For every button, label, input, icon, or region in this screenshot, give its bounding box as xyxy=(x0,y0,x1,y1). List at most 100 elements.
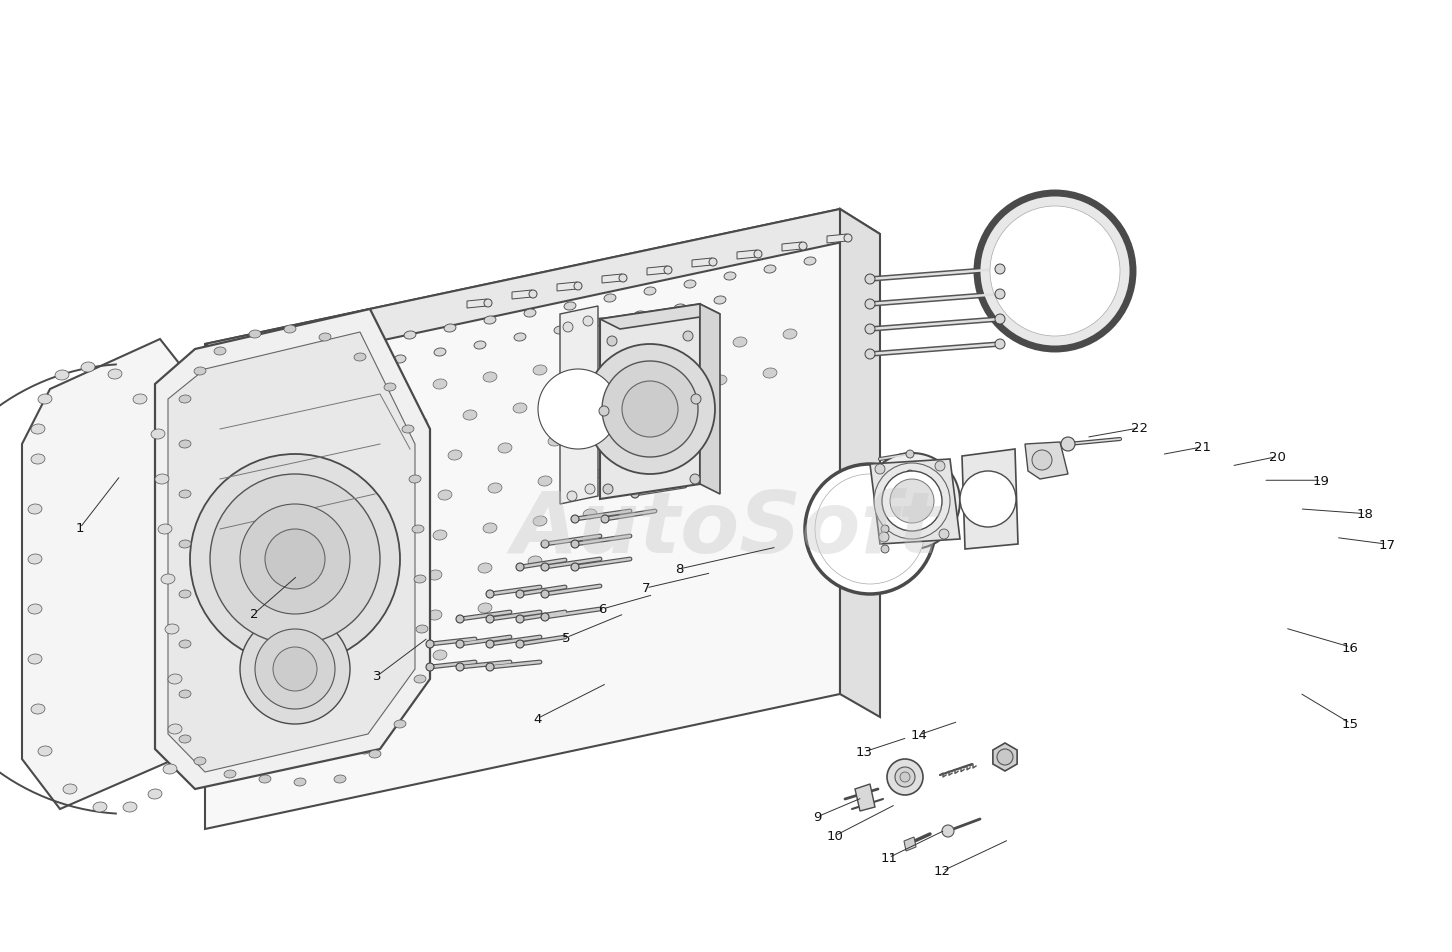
Ellipse shape xyxy=(484,372,497,383)
Circle shape xyxy=(515,615,524,624)
Ellipse shape xyxy=(498,444,513,453)
Ellipse shape xyxy=(439,490,452,501)
Circle shape xyxy=(881,471,942,531)
Circle shape xyxy=(529,290,537,299)
Polygon shape xyxy=(1025,443,1069,480)
Ellipse shape xyxy=(478,604,492,613)
Polygon shape xyxy=(560,307,598,505)
Ellipse shape xyxy=(393,356,407,364)
Ellipse shape xyxy=(633,351,648,362)
Circle shape xyxy=(211,474,380,645)
Ellipse shape xyxy=(733,338,746,347)
Circle shape xyxy=(515,564,524,571)
Ellipse shape xyxy=(30,425,45,434)
Text: 13: 13 xyxy=(855,745,873,759)
Ellipse shape xyxy=(343,704,357,714)
Circle shape xyxy=(273,647,317,691)
Ellipse shape xyxy=(378,577,392,587)
Polygon shape xyxy=(168,332,415,772)
Text: 17: 17 xyxy=(1378,538,1395,551)
Ellipse shape xyxy=(414,575,425,584)
Circle shape xyxy=(878,532,889,543)
Circle shape xyxy=(601,490,608,499)
Ellipse shape xyxy=(168,674,182,684)
Ellipse shape xyxy=(645,288,656,296)
Ellipse shape xyxy=(533,366,547,376)
Ellipse shape xyxy=(434,348,446,357)
Circle shape xyxy=(486,590,494,599)
Ellipse shape xyxy=(81,363,94,372)
Ellipse shape xyxy=(328,585,343,594)
Ellipse shape xyxy=(402,426,414,433)
Ellipse shape xyxy=(533,516,547,526)
Circle shape xyxy=(990,207,1119,337)
Polygon shape xyxy=(600,305,700,500)
Ellipse shape xyxy=(38,394,52,405)
Polygon shape xyxy=(841,209,880,717)
Circle shape xyxy=(906,450,913,459)
Circle shape xyxy=(881,545,889,553)
Ellipse shape xyxy=(383,657,396,667)
Ellipse shape xyxy=(148,789,163,799)
Circle shape xyxy=(865,349,876,360)
Ellipse shape xyxy=(195,757,206,765)
Ellipse shape xyxy=(547,437,562,446)
Circle shape xyxy=(566,491,576,502)
Ellipse shape xyxy=(28,505,42,514)
Circle shape xyxy=(603,485,613,494)
Ellipse shape xyxy=(388,498,402,507)
Circle shape xyxy=(425,664,434,671)
Ellipse shape xyxy=(378,617,392,627)
Ellipse shape xyxy=(598,429,611,440)
Circle shape xyxy=(864,453,960,549)
Circle shape xyxy=(876,465,886,474)
Ellipse shape xyxy=(348,465,362,474)
Text: 15: 15 xyxy=(1342,717,1359,730)
Text: 3: 3 xyxy=(373,669,382,683)
Circle shape xyxy=(486,664,494,671)
Ellipse shape xyxy=(463,410,476,421)
Circle shape xyxy=(995,340,1005,349)
Polygon shape xyxy=(828,235,847,244)
Circle shape xyxy=(542,590,549,599)
Ellipse shape xyxy=(713,375,727,386)
Circle shape xyxy=(709,259,717,267)
Ellipse shape xyxy=(334,775,346,783)
Text: 19: 19 xyxy=(1313,474,1330,487)
Circle shape xyxy=(754,250,762,259)
Circle shape xyxy=(542,564,549,571)
Polygon shape xyxy=(993,744,1016,771)
Ellipse shape xyxy=(158,525,171,534)
Circle shape xyxy=(690,474,700,485)
Polygon shape xyxy=(905,837,916,851)
Ellipse shape xyxy=(783,329,797,340)
Ellipse shape xyxy=(333,545,347,554)
Circle shape xyxy=(656,441,664,448)
Ellipse shape xyxy=(30,454,45,465)
Circle shape xyxy=(942,825,954,837)
Ellipse shape xyxy=(588,469,603,480)
Ellipse shape xyxy=(359,744,372,754)
Circle shape xyxy=(585,345,714,474)
Ellipse shape xyxy=(764,368,777,379)
Ellipse shape xyxy=(179,396,192,404)
Ellipse shape xyxy=(324,347,335,355)
Ellipse shape xyxy=(412,418,427,427)
Ellipse shape xyxy=(354,364,366,371)
Ellipse shape xyxy=(433,650,447,661)
Ellipse shape xyxy=(383,537,396,547)
Text: 21: 21 xyxy=(1194,441,1211,454)
Ellipse shape xyxy=(412,526,424,533)
Text: AutoSoft: AutoSoft xyxy=(513,488,939,571)
Ellipse shape xyxy=(161,574,176,585)
Circle shape xyxy=(240,614,350,724)
Circle shape xyxy=(906,470,913,479)
Ellipse shape xyxy=(333,664,347,674)
Ellipse shape xyxy=(179,690,192,698)
Circle shape xyxy=(240,505,350,614)
Text: 8: 8 xyxy=(675,563,684,576)
Ellipse shape xyxy=(55,370,70,381)
Ellipse shape xyxy=(155,474,168,485)
Ellipse shape xyxy=(563,397,576,407)
Polygon shape xyxy=(693,259,711,268)
